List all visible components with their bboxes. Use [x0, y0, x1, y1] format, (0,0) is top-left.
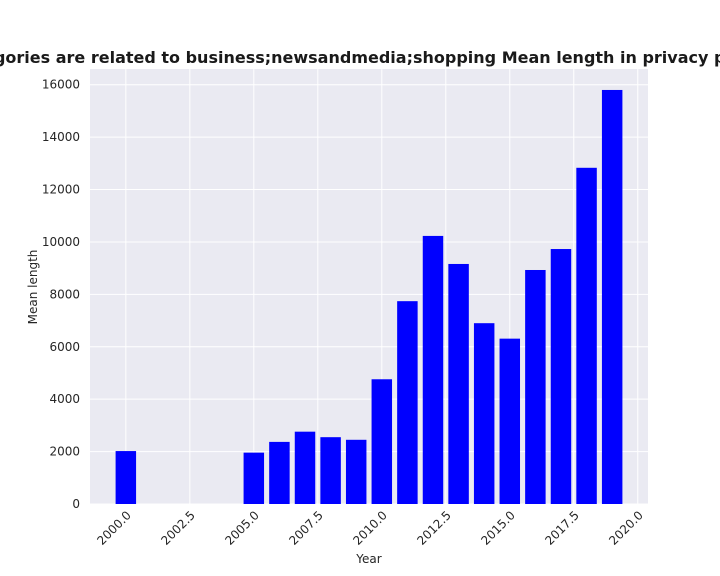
bar-2008 [320, 437, 341, 504]
y-tick-labels: 0 2000 4000 6000 8000 10000 12000 14000 16000 [42, 78, 80, 511]
bar-2009 [345, 439, 367, 504]
chart-title: n categories are related to business;new… [0, 48, 720, 67]
y-tick-label: 0 [72, 497, 80, 511]
x-tick-label: 2010.0 [350, 508, 390, 548]
bar-2000 [115, 451, 137, 504]
y-tick-label: 4000 [49, 392, 80, 406]
y-tick-label: 10000 [42, 235, 80, 249]
y-tick-label: 8000 [49, 287, 80, 301]
bar-2018 [576, 167, 597, 504]
bar-2017 [550, 249, 572, 504]
y-tick-label: 16000 [42, 78, 80, 92]
bar-2019 [601, 89, 623, 504]
bar-2010 [371, 379, 393, 504]
x-tick-label: 2017.5 [542, 508, 582, 548]
x-tick-label: 2012.5 [414, 508, 454, 548]
bar-2006 [269, 441, 290, 504]
bar-2013 [448, 263, 469, 504]
x-tick-label: 2000.0 [94, 508, 134, 548]
x-tick-label: 2007.5 [286, 508, 326, 548]
bar-2016 [525, 269, 546, 504]
bar-2005 [243, 452, 265, 504]
bar-2011 [397, 301, 418, 504]
x-tick-label: 2002.5 [158, 508, 198, 548]
y-tick-label: 14000 [42, 130, 80, 144]
x-axis-label: Year [355, 552, 381, 566]
grid-lines [90, 69, 648, 505]
bar-2015 [499, 338, 521, 504]
x-tick-labels: 2000.0 2002.5 2005.0 2007.5 2010.0 2012.5 2015… [94, 508, 646, 548]
bar-2007 [294, 431, 316, 504]
x-tick-label: 2005.0 [222, 508, 262, 548]
x-tick-label: 2020.0 [606, 508, 646, 548]
bars [115, 89, 623, 505]
y-tick-label: 6000 [49, 340, 80, 354]
y-tick-label: 2000 [49, 445, 80, 459]
x-tick-label: 2015.0 [478, 508, 518, 548]
bar-2012 [422, 235, 444, 505]
y-axis-label: Mean length [26, 250, 40, 325]
bar-2014 [473, 323, 495, 504]
y-tick-label: 12000 [42, 183, 80, 197]
